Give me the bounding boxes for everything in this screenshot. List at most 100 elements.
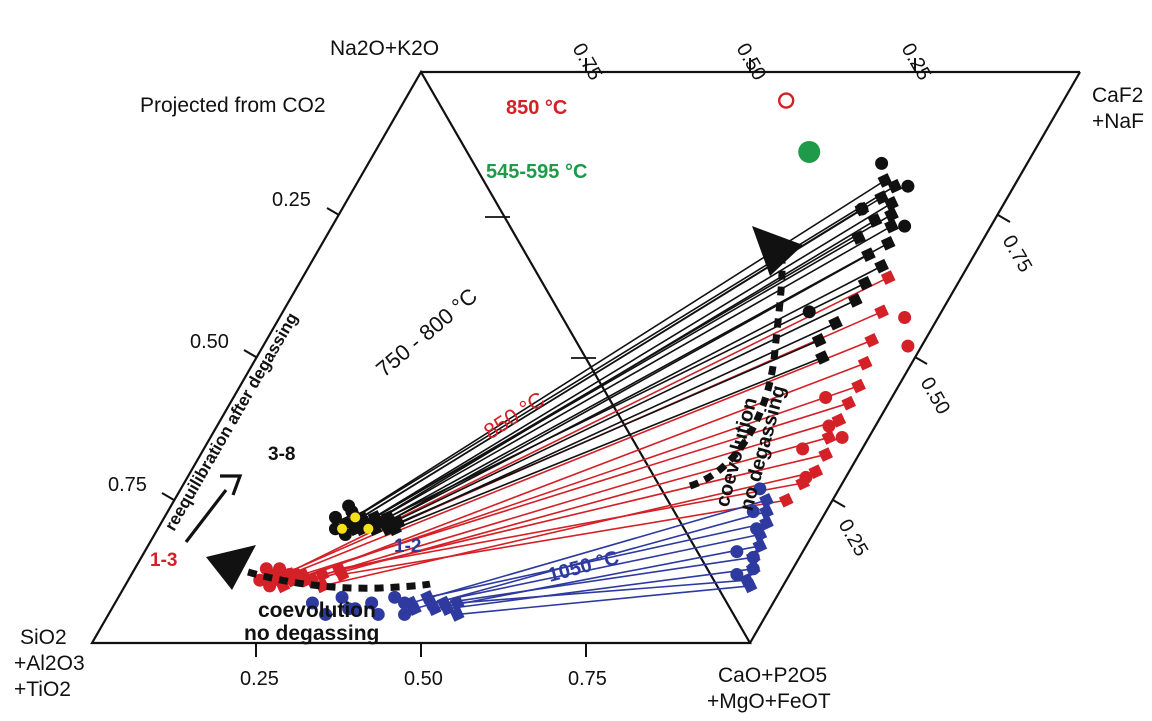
blue-square-point	[742, 578, 758, 594]
blue-tie-line	[427, 522, 767, 599]
blue-square-point	[449, 595, 465, 611]
red-circle-point	[898, 311, 912, 325]
blue-circle-point	[365, 596, 379, 610]
bottom-tick-label: 0.25	[240, 668, 279, 690]
red-square-point	[778, 492, 794, 508]
group-label-3-8: 3-8	[268, 444, 295, 465]
blue-circle-point	[398, 607, 412, 621]
black-circle-point	[328, 510, 342, 524]
vertex-top-left-label: Na2O+K2O	[330, 37, 439, 60]
red-tie-line	[289, 339, 873, 576]
right-tick-label: 0.50	[916, 374, 955, 419]
black-tie-line	[374, 236, 859, 519]
right-tick-label: 0.75	[998, 232, 1037, 277]
vertex-bottom-right-label-2: +MgO+FeOT	[707, 690, 831, 713]
red-circle-point	[273, 562, 287, 576]
blue-square-point	[759, 492, 774, 508]
black-tie-line	[361, 219, 876, 530]
reequilibration-arrowhead	[220, 474, 243, 496]
black-square-point	[857, 275, 873, 291]
blue-square-point	[407, 601, 422, 617]
black-tie-line	[344, 179, 886, 524]
red-square-point	[864, 333, 880, 348]
red-square-point	[851, 378, 866, 394]
black-tie-line	[397, 339, 820, 524]
red-square-point	[808, 464, 824, 480]
yellow-point	[363, 523, 374, 534]
black-tie-line	[384, 265, 882, 524]
black-square-point	[387, 521, 402, 537]
blue-circle-point	[335, 590, 349, 604]
bottom-tick-label: 0.75	[568, 668, 607, 690]
red-tie-line	[338, 482, 803, 570]
red-tie-line	[341, 499, 787, 576]
vertex-top-right-label-1: CaF2	[1092, 84, 1143, 107]
black-square-point	[880, 235, 896, 251]
left-tick-mark	[243, 349, 257, 358]
right-tick-mark	[832, 499, 846, 508]
blue-tie-line	[430, 533, 761, 604]
temp-label-545-595: 545-595 °C	[486, 161, 587, 183]
coevolution-bottom-label-2: no degassing	[244, 622, 379, 645]
left-tick-label: 0.75	[108, 474, 147, 496]
red-tie-line	[322, 453, 826, 576]
right-coevolution-path	[688, 239, 786, 490]
group-label-1-3: 1-3	[150, 550, 177, 571]
blue-circle-point	[750, 522, 764, 536]
bottom-left-big-arrowhead	[206, 545, 256, 590]
temp-label-750-800: 750 - 800 °C	[371, 283, 482, 382]
black-circle-point	[875, 156, 889, 170]
red-square-point	[314, 567, 330, 582]
black-tie-line	[377, 242, 889, 524]
black-tie-line	[354, 185, 896, 519]
blue-circle-point	[746, 550, 760, 564]
right-tick-mark	[914, 356, 928, 365]
red-tie-line	[302, 402, 849, 576]
left-tick-label: 0.25	[272, 189, 311, 211]
black-square-point	[847, 293, 863, 308]
blue-tie-line	[414, 510, 767, 610]
red-square-point	[841, 395, 857, 411]
bottom-tick-label: 0.50	[404, 668, 443, 690]
reequilibration-label: reequilibration after degassing	[161, 309, 302, 534]
red-circle-point	[259, 562, 273, 576]
blue-square-point	[426, 601, 442, 617]
top-right-big-arrowhead	[752, 226, 803, 276]
vertex-labels: Na2O+K2O CaF2 +NaF SiO2 +Al2O3 +TiO2 CaO…	[14, 37, 1144, 713]
black-square-point	[811, 333, 827, 348]
blue-square-point	[449, 607, 465, 622]
black-tie-line	[394, 356, 823, 530]
red-square-point	[831, 413, 847, 428]
blue-circle-point	[388, 590, 402, 604]
black-square-point	[884, 218, 899, 234]
blue-circle-point	[746, 505, 760, 519]
red-circle-point	[253, 573, 267, 587]
group-label-1-2: 1-2	[394, 536, 421, 557]
black-square-point	[815, 350, 830, 365]
blue-circle-point	[730, 545, 744, 559]
red-circle-point	[901, 339, 915, 353]
black-circle-point	[342, 499, 356, 513]
red-circle-point	[799, 470, 813, 484]
right-tick-label: 0.25	[834, 516, 873, 561]
vertex-left-label-2: +Al2O3	[14, 652, 85, 675]
blue-circle-point	[753, 482, 767, 496]
black-circle-point	[855, 202, 869, 216]
yellow-point	[337, 523, 348, 534]
evolution-paths	[184, 226, 803, 592]
left-tick-mark	[161, 492, 175, 501]
black-square-point	[884, 207, 899, 223]
blue-circle-point	[342, 602, 356, 616]
red-square-point	[880, 270, 896, 285]
bottom-coevolution-path	[247, 568, 431, 592]
red-square-point	[857, 355, 873, 371]
blue-circle-point	[319, 607, 333, 621]
red-square-point	[818, 447, 833, 462]
blue-circle-point	[305, 596, 319, 610]
blue-tie-line	[443, 556, 754, 604]
left-tick-label: 0.50	[190, 331, 229, 353]
reequilibration-arrow-shaft	[184, 489, 228, 543]
black-square-point	[828, 315, 843, 331]
blue-square-point	[752, 538, 768, 554]
